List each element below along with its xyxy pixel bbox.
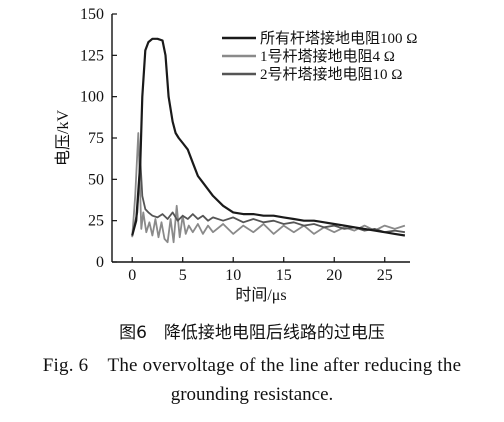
y-tick-label: 125	[80, 47, 104, 64]
y-ticks: 0 25 50 75 100 125 150	[80, 6, 117, 271]
x-tick-label: 15	[276, 267, 292, 284]
series-line-2	[131, 132, 406, 244]
legend-label-2: 1号杆塔接地电阻4 Ω	[260, 48, 395, 65]
figure-caption-english-line2: grounding resistance.	[170, 384, 334, 405]
y-tick-label: 150	[80, 6, 104, 23]
y-tick-label: 25	[88, 213, 104, 230]
legend-label-1: 所有杆塔接地电阻100 Ω	[260, 30, 417, 47]
x-ticks: 0 5 10 15 20 25	[128, 257, 393, 284]
x-tick-label: 25	[377, 267, 393, 284]
x-tick-label: 10	[225, 267, 241, 284]
y-tick-label: 100	[80, 89, 104, 106]
x-tick-label: 20	[326, 267, 342, 284]
figure-caption-chinese: 图6 降低接地电阻后线路的过电压	[119, 323, 385, 343]
legend-label-3: 2号杆塔接地电阻10 Ω	[260, 66, 402, 83]
series-line-3	[131, 158, 406, 236]
y-tick-label: 0	[96, 254, 104, 271]
y-tick-label: 75	[88, 130, 104, 147]
x-tick-label: 5	[179, 267, 187, 284]
series-group	[131, 37, 406, 244]
figure-caption-english-line1: Fig. 6 The overvoltage of the line after…	[42, 355, 462, 376]
x-axis-title: 时间/μs	[235, 286, 286, 304]
y-tick-label: 50	[88, 171, 104, 188]
x-tick-label: 0	[128, 267, 136, 284]
series-line-1	[131, 37, 406, 237]
y-axis-title: 电压/kV	[54, 110, 72, 166]
